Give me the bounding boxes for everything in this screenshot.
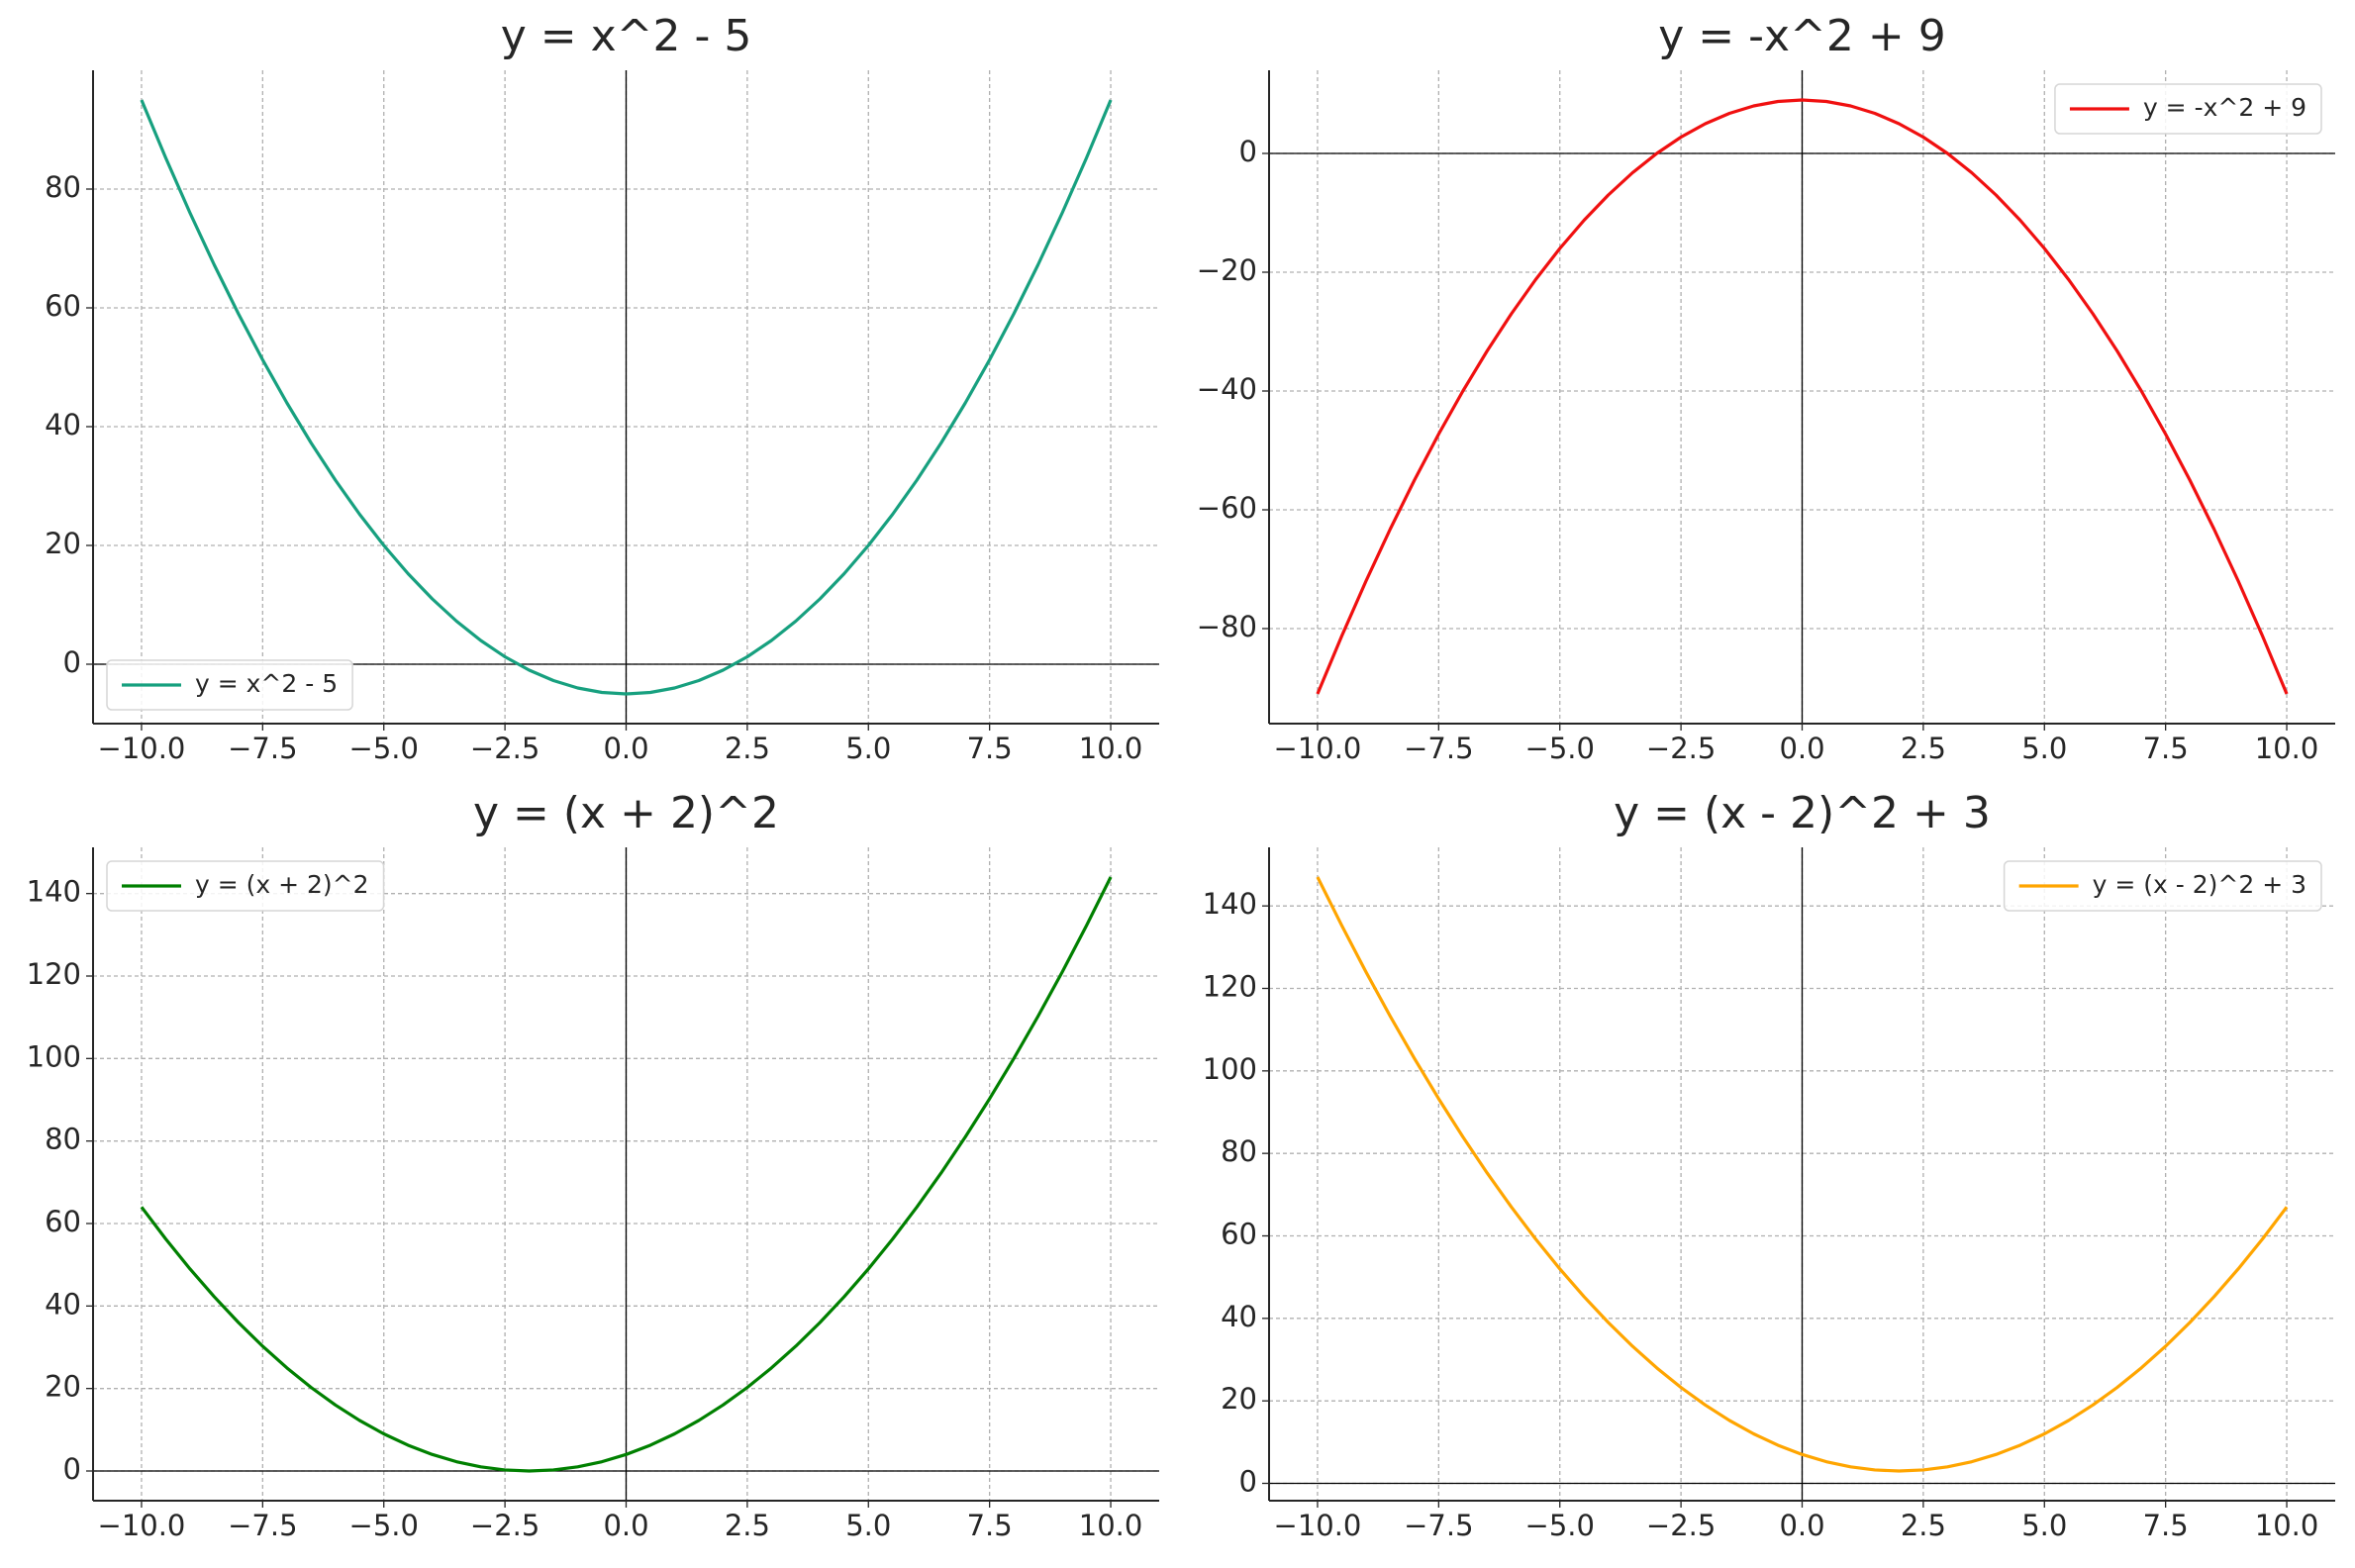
x-tick-label: −7.5 xyxy=(1404,732,1473,765)
y-tick-label: −40 xyxy=(1197,372,1257,406)
x-tick-label: −10.0 xyxy=(98,732,186,765)
y-tick-label: 140 xyxy=(1203,887,1257,921)
legend-box xyxy=(2054,83,2322,135)
y-tick-label: 0 xyxy=(1239,1465,1257,1499)
subplot: y = (x + 2)^2 −10.0 −7.5 −5.0 −2.5 0.0 2.5 5.0 7… xyxy=(27,788,1159,1542)
x-tick-label: −2.5 xyxy=(470,732,540,765)
legend: y = x^2 - 5 xyxy=(106,659,353,711)
x-tick-label: 7.5 xyxy=(967,1509,1013,1542)
y-tick-label: −20 xyxy=(1197,253,1257,287)
x-tick-label: −7.5 xyxy=(228,732,297,765)
x-tick-label: −10.0 xyxy=(98,1509,186,1542)
x-tick-label: −5.0 xyxy=(1525,1509,1595,1542)
legend-box xyxy=(106,860,385,912)
y-tick-label: 40 xyxy=(45,1287,81,1321)
x-tick-label: −5.0 xyxy=(349,732,419,765)
chart-title: y = -x^2 + 9 xyxy=(1658,11,1946,61)
subplot: y = -x^2 + 9 −10.0 −7.5 −5.0 −2.5 0.0 2.5 5.0 7.… xyxy=(1197,11,2335,765)
x-tick-label: −5.0 xyxy=(1525,732,1595,765)
x-tick-label: −7.5 xyxy=(228,1509,297,1542)
y-tick-label: 0 xyxy=(63,645,81,679)
x-tick-label: 2.5 xyxy=(1901,732,1946,765)
legend-label: y = x^2 - 5 xyxy=(195,669,338,698)
x-tick-label: 5.0 xyxy=(2021,732,2067,765)
y-tick-label: 60 xyxy=(45,1205,81,1238)
y-tick-label: 100 xyxy=(27,1039,81,1073)
x-tick-label: −10.0 xyxy=(1274,1509,1362,1542)
y-tick-label: 100 xyxy=(1203,1052,1257,1086)
x-tick-label: 0.0 xyxy=(603,1509,648,1542)
x-tick-label: 10.0 xyxy=(2255,1509,2319,1542)
y-tick-label: 60 xyxy=(45,289,81,323)
data-line xyxy=(1316,98,2289,695)
chart-title: y = (x - 2)^2 + 3 xyxy=(1614,788,1991,838)
x-tick-label: 0.0 xyxy=(1779,1509,1824,1542)
chart-title: y = (x + 2)^2 xyxy=(473,788,779,838)
x-tick-label: 10.0 xyxy=(2255,732,2319,765)
y-tick-label: 40 xyxy=(45,408,81,441)
x-tick-label: 5.0 xyxy=(845,732,891,765)
chart-title: y = x^2 - 5 xyxy=(501,11,752,61)
y-tick-label: 0 xyxy=(63,1452,81,1486)
x-tick-label: −5.0 xyxy=(349,1509,419,1542)
y-tick-label: 60 xyxy=(1221,1218,1257,1251)
y-tick-label: −60 xyxy=(1197,491,1257,525)
y-tick-label: 80 xyxy=(1221,1134,1257,1168)
legend: y = (x - 2)^2 + 3 xyxy=(2003,860,2322,912)
x-tick-label: −2.5 xyxy=(1646,1509,1716,1542)
y-tick-label: 40 xyxy=(1221,1300,1257,1333)
x-tick-label: 2.5 xyxy=(725,732,770,765)
x-tick-label: −2.5 xyxy=(1646,732,1716,765)
x-tick-label: 10.0 xyxy=(1079,1509,1143,1542)
y-tick-label: 20 xyxy=(1221,1382,1257,1416)
x-tick-label: 2.5 xyxy=(725,1509,770,1542)
legend: y = -x^2 + 9 xyxy=(2054,83,2322,135)
legend: y = (x + 2)^2 xyxy=(106,860,385,912)
legend-box xyxy=(106,659,353,711)
legend-label: y = -x^2 + 9 xyxy=(2143,93,2306,122)
y-tick-label: 80 xyxy=(45,170,81,204)
x-tick-label: 7.5 xyxy=(2143,732,2189,765)
y-tick-label: 20 xyxy=(45,1370,81,1404)
x-tick-label: 10.0 xyxy=(1079,732,1143,765)
x-tick-label: 2.5 xyxy=(1901,1509,1946,1542)
subplot: y = x^2 - 5 −10.0 −7.5 −5.0 −2.5 0.0 2.5 5.0 7.5… xyxy=(45,11,1159,765)
x-tick-label: 0.0 xyxy=(1779,732,1824,765)
x-tick-label: −7.5 xyxy=(1404,1509,1473,1542)
y-tick-label: 20 xyxy=(45,527,81,560)
y-tick-label: 120 xyxy=(1203,970,1257,1004)
data-line xyxy=(140,99,1113,696)
x-tick-label: 0.0 xyxy=(603,732,648,765)
y-tick-label: 80 xyxy=(45,1123,81,1156)
x-tick-label: 5.0 xyxy=(845,1509,891,1542)
y-tick-label: 120 xyxy=(27,957,81,991)
subplot: y = (x - 2)^2 + 3 −10.0 −7.5 −5.0 −2.5 0.0 2.5… xyxy=(1203,788,2335,1542)
y-tick-label: −80 xyxy=(1197,610,1257,643)
x-tick-label: 7.5 xyxy=(967,732,1013,765)
legend-box xyxy=(2003,860,2322,912)
legend-label: y = (x + 2)^2 xyxy=(195,870,369,899)
data-line xyxy=(1316,876,2289,1473)
y-tick-label: 0 xyxy=(1239,135,1257,168)
y-tick-label: 140 xyxy=(27,875,81,909)
x-tick-label: −10.0 xyxy=(1274,732,1362,765)
legend-label: y = (x - 2)^2 + 3 xyxy=(2093,870,2306,899)
x-tick-label: 5.0 xyxy=(2021,1509,2067,1542)
x-tick-label: −2.5 xyxy=(470,1509,540,1542)
x-tick-label: 7.5 xyxy=(2143,1509,2189,1542)
data-line xyxy=(140,876,1113,1473)
